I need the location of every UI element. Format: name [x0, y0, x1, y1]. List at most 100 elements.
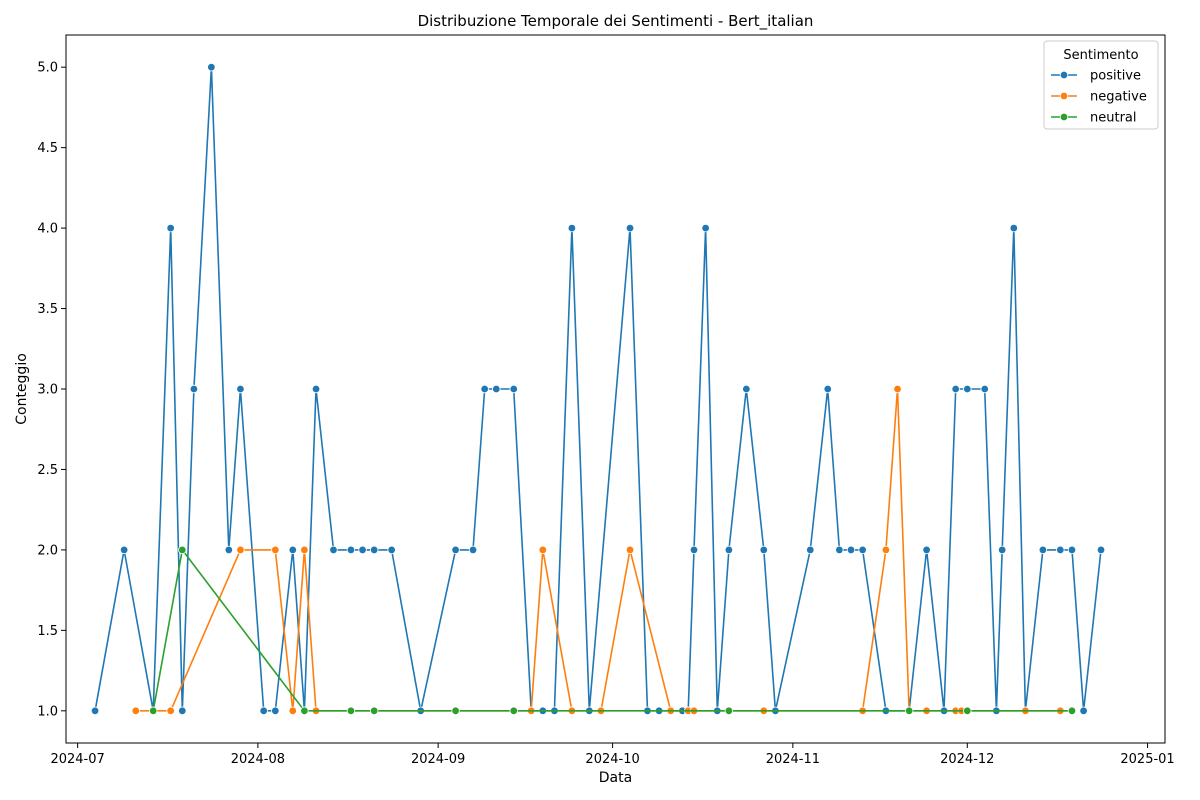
- data-point-positive: [468, 545, 478, 555]
- y-tick-label: 1.5: [37, 624, 58, 639]
- series-layer: [90, 62, 1106, 716]
- data-point-positive: [835, 545, 844, 555]
- series-neutral: [149, 545, 1077, 716]
- data-point-positive: [236, 384, 245, 394]
- x-axis: 2024-07 2024-08 2024-09 2024-10 2024-11 2024-…: [50, 743, 1175, 767]
- x-tick-label: 2024-12: [940, 752, 994, 767]
- data-point-neutral: [369, 706, 379, 716]
- data-point-positive: [980, 384, 989, 394]
- data-point-positive: [997, 545, 1007, 555]
- data-point-positive: [509, 384, 518, 394]
- data-point-positive: [1067, 545, 1077, 555]
- y-tick-label: 3.0: [37, 383, 58, 398]
- data-point-positive: [1079, 706, 1088, 716]
- data-point-neutral: [904, 706, 914, 716]
- data-point-positive: [759, 545, 768, 555]
- data-point-neutral: [1067, 706, 1077, 716]
- data-point-positive: [166, 223, 175, 233]
- data-point-positive: [288, 545, 297, 555]
- data-point-positive: [346, 545, 356, 555]
- legend-label-neutral: neutral: [1090, 111, 1137, 126]
- legend-title: Sentimento: [1063, 48, 1138, 63]
- y-axis-label: Conteggio: [14, 353, 30, 425]
- x-tick-label: 2025-01: [1120, 752, 1174, 767]
- data-point-negative: [271, 545, 280, 555]
- legend-marker-positive: [1059, 70, 1069, 80]
- data-point-positive: [689, 545, 699, 555]
- legend-marker-neutral: [1059, 112, 1069, 122]
- data-point-neutral: [346, 706, 356, 716]
- data-point-positive: [207, 62, 216, 72]
- data-point-positive: [922, 545, 931, 555]
- data-point-positive: [858, 545, 867, 555]
- data-point-negative: [236, 545, 245, 555]
- data-point-positive: [951, 384, 960, 394]
- y-tick-label: 4.0: [37, 222, 58, 237]
- data-point-positive: [189, 384, 199, 394]
- data-point-positive: [387, 545, 396, 555]
- data-point-positive: [311, 384, 321, 394]
- data-point-positive: [119, 545, 129, 555]
- legend-label-negative: negative: [1090, 90, 1147, 105]
- legend-label-positive: positive: [1090, 69, 1141, 84]
- data-point-negative: [538, 545, 548, 555]
- data-point-positive: [742, 384, 751, 394]
- data-point-positive: [724, 545, 734, 555]
- y-tick-label: 2.5: [37, 463, 58, 478]
- chart-title: Distribuzione Temporale dei Sentimenti -…: [418, 12, 814, 31]
- data-point-positive: [480, 384, 489, 394]
- data-point-positive: [1009, 223, 1019, 233]
- series-positive: [90, 62, 1106, 716]
- series-line-positive: [94, 66, 1102, 712]
- data-point-positive: [625, 223, 635, 233]
- data-point-positive: [823, 384, 832, 394]
- y-axis: 1.0 1.5 2.0 2.5 3.0 3.5 4.0 4.5 5.0: [37, 61, 66, 719]
- data-point-neutral: [300, 706, 309, 716]
- data-point-negative: [881, 545, 891, 555]
- data-point-positive: [1056, 545, 1065, 555]
- x-tick-label: 2024-11: [766, 752, 820, 767]
- data-point-positive: [178, 706, 187, 716]
- series-line-neutral: [152, 549, 1072, 712]
- data-point-positive: [329, 545, 338, 555]
- y-tick-label: 1.0: [37, 704, 58, 719]
- data-point-positive: [271, 706, 280, 716]
- data-point-neutral: [178, 545, 187, 555]
- legend-box: [1043, 40, 1159, 130]
- x-tick-label: 2024-09: [411, 752, 465, 767]
- data-point-positive: [806, 545, 815, 555]
- data-point-positive: [846, 545, 856, 555]
- y-tick-label: 4.5: [37, 141, 58, 156]
- plot-frame: [65, 34, 1166, 744]
- data-point-positive: [224, 545, 234, 555]
- x-tick-label: 2024-10: [585, 752, 639, 767]
- data-point-positive: [358, 545, 367, 555]
- data-point-positive: [963, 384, 972, 394]
- data-point-negative: [166, 706, 175, 716]
- data-point-negative: [300, 545, 309, 555]
- y-tick-label: 2.0: [37, 543, 58, 558]
- x-tick-label: 2024-08: [231, 752, 285, 767]
- data-point-positive: [492, 384, 501, 394]
- x-tick-label: 2024-07: [50, 752, 104, 767]
- data-point-positive: [1038, 545, 1048, 555]
- data-point-neutral: [724, 706, 734, 716]
- x-axis-label: Data: [599, 770, 632, 786]
- y-tick-label: 3.5: [37, 302, 58, 317]
- data-point-negative: [131, 706, 140, 716]
- data-point-negative: [625, 545, 635, 555]
- data-point-positive: [259, 706, 268, 716]
- y-tick-label: 5.0: [37, 61, 58, 76]
- data-point-positive: [1096, 545, 1106, 555]
- data-point-negative: [893, 384, 902, 394]
- series-negative: [131, 384, 1077, 716]
- data-point-neutral: [509, 706, 518, 716]
- data-point-positive: [369, 545, 379, 555]
- legend: Sentimento positive negative neutral: [1043, 40, 1159, 130]
- data-point-positive: [701, 223, 710, 233]
- data-point-neutral: [149, 706, 158, 716]
- data-point-positive: [451, 545, 460, 555]
- legend-marker-negative: [1059, 91, 1069, 101]
- data-point-positive: [567, 223, 577, 233]
